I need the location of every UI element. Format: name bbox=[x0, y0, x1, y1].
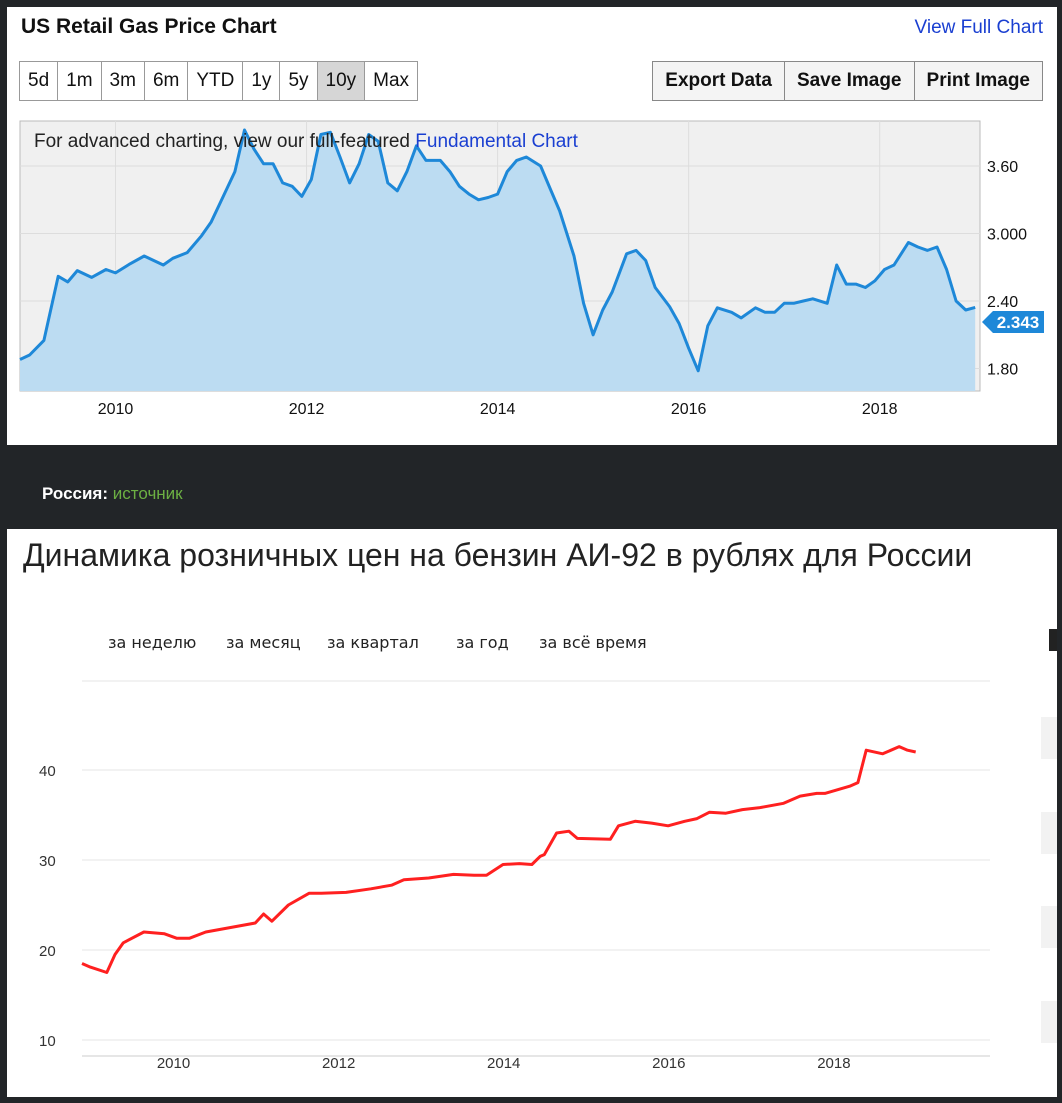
ru-y-tick-label: 40 bbox=[39, 763, 56, 780]
us-x-tick-label: 2016 bbox=[671, 401, 707, 418]
range-button-3m[interactable]: 3m bbox=[101, 62, 145, 100]
us-y-tick-label: 3.60 bbox=[987, 159, 1018, 176]
export-data-button[interactable]: Export Data bbox=[653, 62, 785, 100]
us-y-tick-label: 3.000 bbox=[987, 227, 1027, 244]
advanced-charting-note: For advanced charting, view our full-fea… bbox=[34, 131, 578, 153]
chart-actions: Export Data Save Image Print Image bbox=[652, 61, 1043, 101]
ru-x-tick-label: 2016 bbox=[652, 1055, 685, 1072]
ru-x-tick-label: 2010 bbox=[157, 1055, 190, 1072]
range-button-1y[interactable]: 1y bbox=[243, 62, 281, 100]
tab-week[interactable]: за неделю bbox=[108, 633, 197, 652]
us-price-area bbox=[20, 130, 976, 391]
ru-x-tick-label: 2018 bbox=[817, 1055, 850, 1072]
ru-y-tick-label: 20 bbox=[39, 943, 56, 960]
us-y-tick-label: 2.40 bbox=[987, 294, 1018, 311]
ru-x-tick-label: 2012 bbox=[322, 1055, 355, 1072]
ru-y-tick-label: 30 bbox=[39, 853, 56, 870]
cropped-side-table bbox=[1035, 629, 1057, 1089]
tab-month[interactable]: за месяц bbox=[226, 633, 301, 652]
current-value-marker: 2.343 bbox=[982, 311, 1044, 333]
range-button-5y[interactable]: 5y bbox=[280, 62, 318, 100]
range-button-6m[interactable]: 6m bbox=[144, 62, 189, 100]
russia-price-line bbox=[81, 745, 917, 974]
us-y-tick-label: 1.80 bbox=[987, 362, 1018, 379]
us-x-tick-label: 2018 bbox=[862, 401, 898, 418]
russia-gas-price-panel: Динамика розничных цен на бензин АИ-92 в… bbox=[7, 529, 1057, 1097]
tab-quarter[interactable]: за квартал bbox=[327, 633, 419, 652]
russia-caption: Россия: источник bbox=[42, 484, 183, 504]
us-gas-price-panel: US Retail Gas Price Chart View Full Char… bbox=[7, 7, 1057, 445]
us-x-tick-label: 2014 bbox=[480, 401, 516, 418]
ru-x-tick-label: 2014 bbox=[487, 1055, 520, 1072]
us-price-line bbox=[19, 128, 976, 373]
save-image-button[interactable]: Save Image bbox=[785, 62, 915, 100]
us-x-tick-label: 2010 bbox=[98, 401, 134, 418]
ru-chart-title: Динамика розничных цен на бензин АИ-92 в… bbox=[23, 537, 973, 573]
fundamental-chart-link[interactable]: Fundamental Chart bbox=[415, 131, 578, 152]
range-button-ytd[interactable]: YTD bbox=[188, 62, 244, 100]
range-button-max[interactable]: Max bbox=[365, 62, 418, 100]
tab-year[interactable]: за год bbox=[456, 633, 509, 652]
view-full-chart-link[interactable]: View Full Chart bbox=[914, 17, 1043, 38]
source-link[interactable]: источник bbox=[112, 484, 183, 503]
range-button-1m[interactable]: 1m bbox=[58, 62, 102, 100]
us-chart-title: US Retail Gas Price Chart bbox=[21, 15, 277, 38]
ru-y-tick-label: 10 bbox=[39, 1033, 56, 1050]
us-x-tick-label: 2012 bbox=[289, 401, 325, 418]
advert-text: For advanced charting, view our full-fea… bbox=[34, 131, 410, 152]
us-gas-price-chart: 1.80 2.40 3.000 3.60 2010 2012 2014 2016 2018 2… bbox=[19, 120, 1044, 418]
tab-all-time[interactable]: за всё время bbox=[539, 633, 647, 652]
time-range-selector: 5d 1m 3m 6m YTD 1y 5y 10y Max bbox=[19, 61, 419, 101]
print-image-button[interactable]: Print Image bbox=[926, 70, 1030, 91]
range-button-5d[interactable]: 5d bbox=[20, 62, 59, 100]
russia-gas-price-chart: 10 20 30 40 2010 2012 2014 2016 2018 bbox=[39, 680, 990, 1072]
range-button-10y[interactable]: 10y bbox=[317, 62, 366, 100]
current-value-label: 2.343 bbox=[997, 313, 1040, 332]
caption-label: Россия: bbox=[42, 484, 109, 503]
